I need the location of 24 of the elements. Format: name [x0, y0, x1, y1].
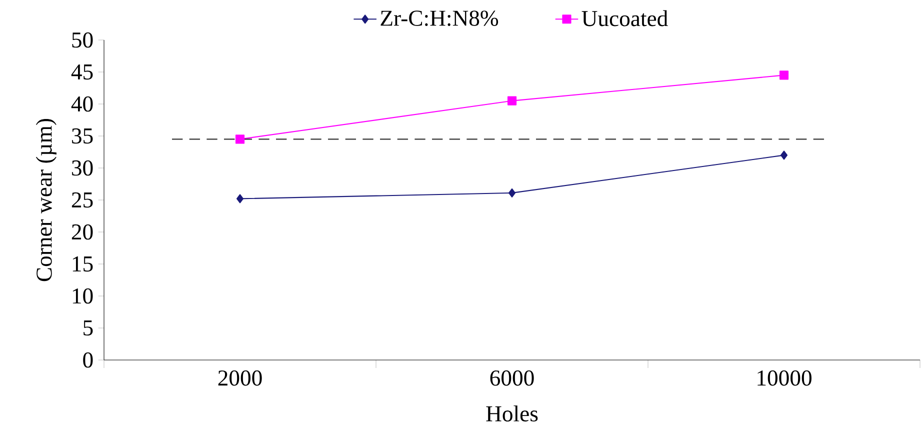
y-axis-title: Corner wear (µm)	[36, 118, 56, 282]
y-tick-label: 0	[83, 352, 93, 368]
point	[779, 70, 789, 80]
y-tick-label: 20	[72, 224, 93, 240]
y-tick-label: 15	[72, 256, 93, 272]
point	[236, 194, 244, 204]
point	[508, 188, 516, 198]
y-tick-label: 30	[72, 160, 93, 176]
x-axis-title: Holes	[486, 406, 538, 422]
legend-label: Uucoated	[582, 10, 668, 26]
point	[780, 150, 788, 160]
y-tick-label: 10	[72, 288, 93, 304]
point	[507, 96, 517, 106]
y-tick-label: 45	[71, 64, 93, 80]
x-tick-label: 6000	[490, 370, 534, 386]
x-tick-label: 2000	[218, 370, 262, 386]
x-tick-label: 10000	[758, 370, 812, 386]
y-tick-label: 25	[72, 192, 93, 208]
y-tick-label: 50	[72, 32, 93, 48]
y-tick-label: 5	[84, 320, 93, 336]
point	[235, 134, 245, 144]
y-tick-label: 40	[71, 96, 93, 112]
y-tick-label: 35	[72, 128, 93, 144]
legend-label: Zr-C:H:N8%	[380, 10, 498, 26]
